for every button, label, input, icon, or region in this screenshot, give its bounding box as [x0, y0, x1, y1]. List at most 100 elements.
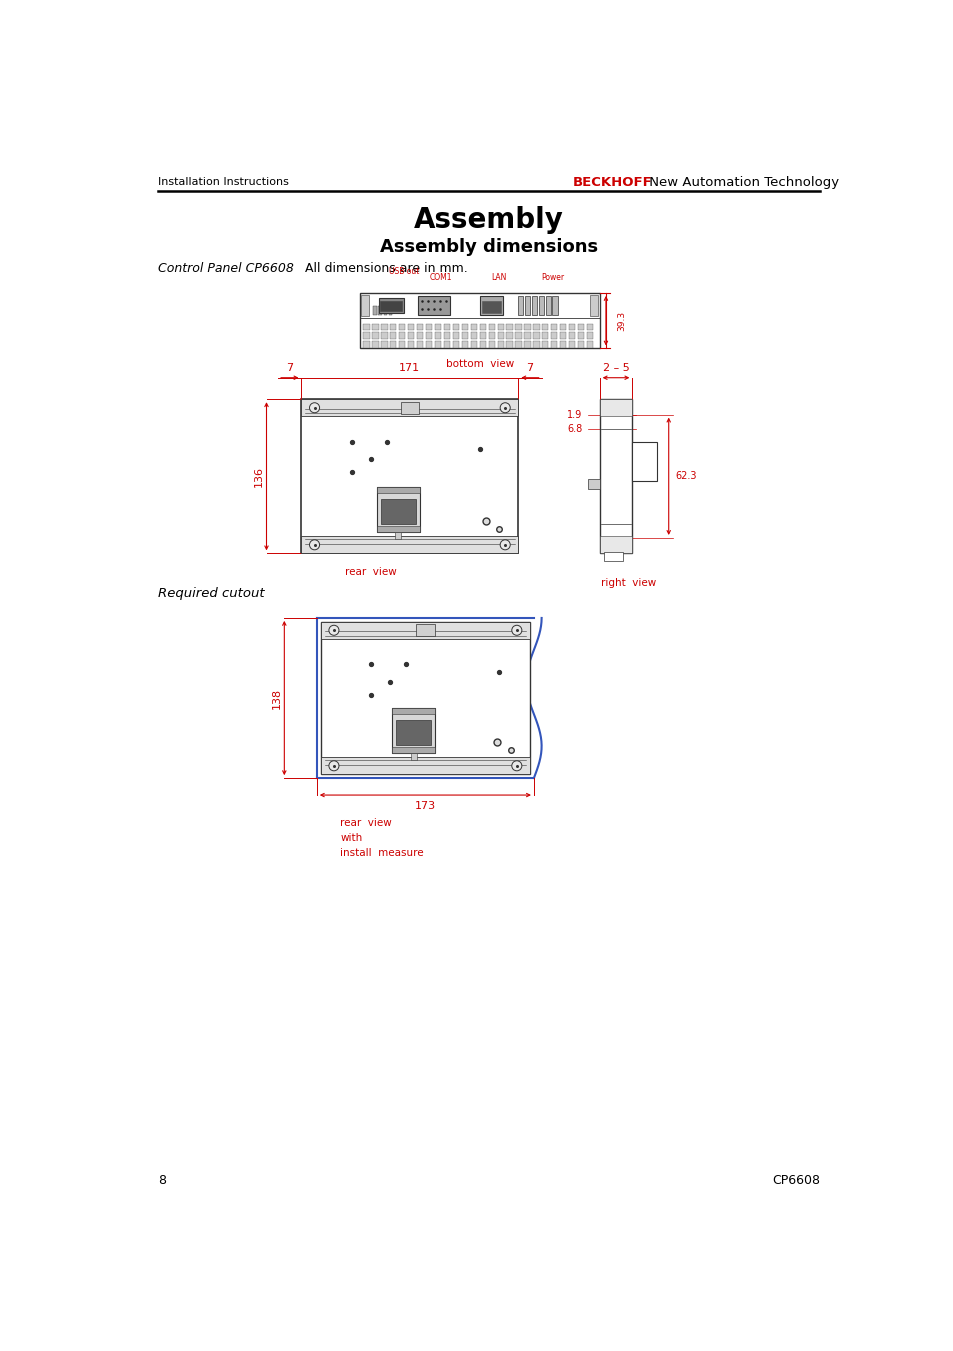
Bar: [390, 323, 396, 330]
Circle shape: [309, 403, 319, 413]
Bar: [497, 332, 503, 339]
Circle shape: [499, 403, 510, 413]
Bar: [383, 307, 387, 315]
Bar: [392, 708, 435, 753]
Text: Assembly: Assembly: [414, 205, 563, 234]
Text: 138: 138: [272, 688, 281, 709]
Bar: [488, 323, 495, 330]
Bar: [559, 323, 566, 330]
Bar: [541, 340, 548, 347]
Bar: [376, 488, 419, 532]
Bar: [479, 340, 485, 347]
Bar: [599, 400, 632, 554]
Circle shape: [309, 540, 319, 550]
Bar: [603, 551, 622, 561]
Bar: [586, 323, 593, 330]
Bar: [541, 332, 548, 339]
Bar: [416, 624, 435, 636]
Bar: [481, 301, 500, 312]
Bar: [376, 488, 419, 493]
Bar: [479, 323, 485, 330]
Bar: [586, 340, 593, 347]
Bar: [453, 340, 458, 347]
Text: BECKHOFF: BECKHOFF: [572, 176, 652, 189]
Bar: [378, 297, 403, 313]
Circle shape: [511, 626, 521, 635]
Bar: [381, 332, 387, 339]
Bar: [559, 332, 566, 339]
Bar: [416, 323, 423, 330]
Bar: [506, 323, 512, 330]
Bar: [470, 332, 476, 339]
Bar: [551, 323, 557, 330]
Bar: [363, 323, 369, 330]
Bar: [506, 332, 512, 339]
Bar: [360, 296, 369, 316]
Text: rear  view: rear view: [345, 567, 396, 577]
Circle shape: [499, 540, 510, 550]
Bar: [559, 340, 566, 347]
Bar: [497, 323, 503, 330]
Bar: [395, 532, 401, 539]
Bar: [525, 296, 530, 315]
Bar: [461, 340, 468, 347]
Bar: [301, 536, 517, 554]
Bar: [479, 296, 502, 315]
Bar: [372, 332, 378, 339]
Text: Power: Power: [541, 273, 564, 282]
Bar: [524, 340, 530, 347]
Bar: [470, 340, 476, 347]
Bar: [538, 296, 543, 315]
Bar: [381, 323, 387, 330]
Bar: [301, 400, 517, 416]
Bar: [599, 536, 632, 554]
Text: 171: 171: [399, 363, 420, 373]
Text: rear  view
with
install  measure: rear view with install measure: [340, 819, 423, 858]
Bar: [443, 332, 450, 339]
Bar: [390, 332, 396, 339]
Bar: [378, 307, 381, 315]
Bar: [410, 753, 416, 761]
Text: 7: 7: [286, 363, 293, 373]
Text: New Automation Technology: New Automation Technology: [644, 176, 838, 189]
Bar: [376, 526, 419, 532]
Bar: [590, 296, 598, 316]
Bar: [533, 323, 539, 330]
Bar: [435, 323, 440, 330]
Text: COM1: COM1: [429, 273, 452, 282]
Bar: [545, 296, 550, 315]
Bar: [524, 323, 530, 330]
Bar: [320, 621, 530, 639]
Bar: [497, 340, 503, 347]
Bar: [408, 332, 414, 339]
Text: 173: 173: [415, 801, 436, 811]
Bar: [301, 400, 517, 554]
Bar: [479, 332, 485, 339]
Bar: [578, 332, 583, 339]
Bar: [541, 323, 548, 330]
Bar: [515, 340, 521, 347]
Bar: [599, 400, 632, 416]
Text: CP6608: CP6608: [771, 1174, 819, 1188]
Text: Assembly dimensions: Assembly dimensions: [379, 238, 598, 255]
Bar: [515, 323, 521, 330]
Bar: [373, 307, 376, 315]
Bar: [578, 323, 583, 330]
Text: 62.3: 62.3: [674, 471, 696, 481]
Bar: [552, 296, 557, 315]
Bar: [587, 480, 599, 489]
Bar: [517, 296, 523, 315]
Bar: [586, 332, 593, 339]
Text: 7: 7: [526, 363, 533, 373]
Bar: [488, 340, 495, 347]
Bar: [532, 296, 537, 315]
Text: Control Panel CP6608: Control Panel CP6608: [158, 262, 294, 274]
Bar: [470, 323, 476, 330]
Bar: [408, 340, 414, 347]
Bar: [426, 332, 432, 339]
Bar: [395, 720, 431, 744]
Text: 1.9: 1.9: [567, 409, 582, 420]
Bar: [320, 758, 530, 774]
Text: bottom  view: bottom view: [445, 359, 514, 369]
Bar: [398, 340, 405, 347]
